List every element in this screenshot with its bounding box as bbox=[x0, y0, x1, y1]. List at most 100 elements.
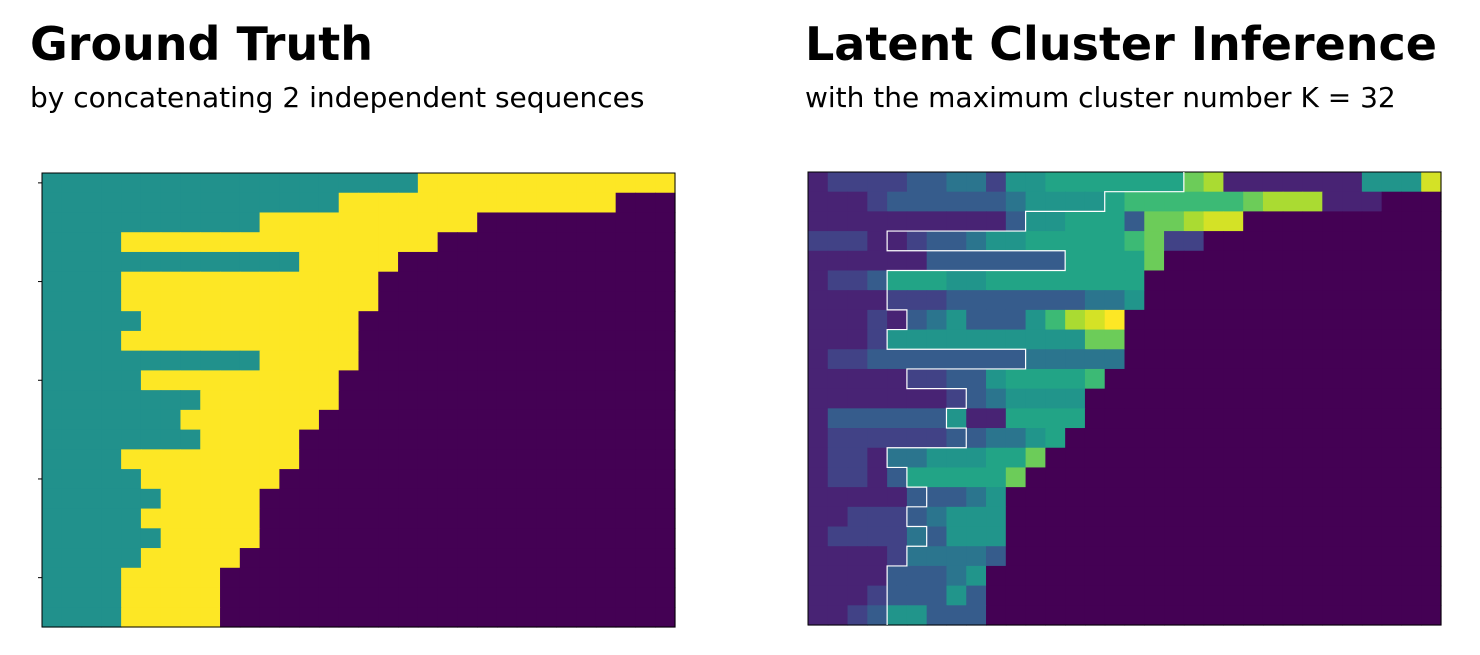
cell bbox=[926, 546, 948, 567]
cell bbox=[457, 567, 478, 589]
cell bbox=[140, 350, 162, 371]
cell bbox=[1144, 211, 1165, 232]
cell bbox=[1322, 368, 1343, 390]
cell bbox=[867, 368, 888, 390]
cell bbox=[906, 408, 928, 429]
cell bbox=[1144, 368, 1165, 390]
cell bbox=[1025, 349, 1046, 370]
cell bbox=[1342, 309, 1363, 331]
cell bbox=[966, 447, 987, 469]
cell bbox=[926, 250, 948, 272]
cell bbox=[140, 449, 162, 470]
cell bbox=[1282, 565, 1304, 587]
cell bbox=[477, 192, 498, 214]
cell bbox=[1084, 231, 1106, 252]
cell bbox=[1223, 487, 1244, 508]
cell bbox=[61, 311, 83, 332]
cell bbox=[121, 469, 142, 490]
cell bbox=[635, 232, 656, 253]
cell bbox=[576, 370, 597, 391]
cell bbox=[101, 409, 122, 431]
cell bbox=[556, 173, 577, 194]
cell bbox=[417, 192, 439, 214]
cell bbox=[1421, 526, 1442, 547]
cell bbox=[1104, 309, 1126, 331]
cell bbox=[378, 311, 399, 332]
cell bbox=[946, 270, 967, 291]
cell bbox=[827, 565, 849, 587]
cell bbox=[417, 251, 439, 273]
cell bbox=[437, 251, 459, 273]
cell bbox=[457, 548, 478, 569]
cell bbox=[42, 567, 63, 589]
cell bbox=[1401, 467, 1422, 488]
cell bbox=[496, 271, 518, 293]
cell bbox=[1223, 368, 1244, 390]
cell bbox=[279, 271, 300, 293]
cell bbox=[200, 390, 221, 411]
cell bbox=[615, 271, 637, 293]
cell bbox=[1361, 546, 1383, 567]
cell bbox=[1381, 309, 1403, 331]
cell bbox=[398, 587, 419, 608]
cell bbox=[1183, 172, 1205, 193]
cell bbox=[101, 587, 122, 608]
cell bbox=[457, 271, 478, 293]
subtitle: by concatenating 2 independent sequences bbox=[30, 81, 644, 114]
cell bbox=[1243, 605, 1264, 626]
cell bbox=[1223, 329, 1244, 350]
cell bbox=[318, 409, 340, 431]
cell bbox=[1282, 487, 1304, 508]
cell bbox=[42, 330, 63, 352]
cell bbox=[926, 211, 948, 232]
cell bbox=[867, 231, 888, 252]
cell bbox=[1183, 309, 1205, 331]
cell bbox=[1381, 605, 1403, 626]
cell bbox=[536, 291, 557, 312]
cell bbox=[101, 607, 122, 628]
cell bbox=[1005, 487, 1027, 508]
cell bbox=[1421, 565, 1442, 587]
cell bbox=[986, 191, 1007, 212]
cell bbox=[437, 488, 459, 510]
cell bbox=[635, 409, 656, 431]
cell bbox=[101, 488, 122, 510]
cell bbox=[318, 548, 340, 569]
cell bbox=[299, 548, 320, 569]
cell bbox=[1243, 231, 1264, 252]
cell bbox=[556, 409, 577, 431]
cell bbox=[635, 311, 656, 332]
cell bbox=[595, 390, 617, 411]
cell bbox=[259, 271, 280, 293]
cell bbox=[496, 587, 518, 608]
plot-frame bbox=[807, 171, 1442, 626]
cell bbox=[457, 390, 478, 411]
cell bbox=[556, 567, 577, 589]
cell bbox=[1104, 506, 1126, 528]
cell bbox=[140, 488, 162, 510]
cell bbox=[887, 526, 908, 547]
cell bbox=[180, 469, 201, 490]
cell bbox=[121, 291, 142, 312]
cell bbox=[1164, 231, 1185, 252]
cell bbox=[1243, 506, 1264, 528]
cell bbox=[966, 605, 987, 626]
cell bbox=[42, 232, 63, 253]
cell bbox=[966, 368, 987, 390]
cell bbox=[417, 488, 439, 510]
cell bbox=[338, 469, 360, 490]
cell bbox=[1045, 211, 1066, 232]
cell bbox=[867, 388, 888, 409]
cell bbox=[595, 330, 617, 352]
cell bbox=[121, 488, 142, 510]
cell bbox=[847, 290, 868, 311]
cell bbox=[457, 449, 478, 470]
cell bbox=[576, 311, 597, 332]
cell bbox=[516, 232, 538, 253]
cell bbox=[576, 271, 597, 293]
cell bbox=[220, 528, 241, 549]
cell bbox=[1164, 506, 1185, 528]
cell bbox=[299, 429, 320, 450]
cell bbox=[1223, 408, 1244, 429]
cell bbox=[318, 390, 340, 411]
